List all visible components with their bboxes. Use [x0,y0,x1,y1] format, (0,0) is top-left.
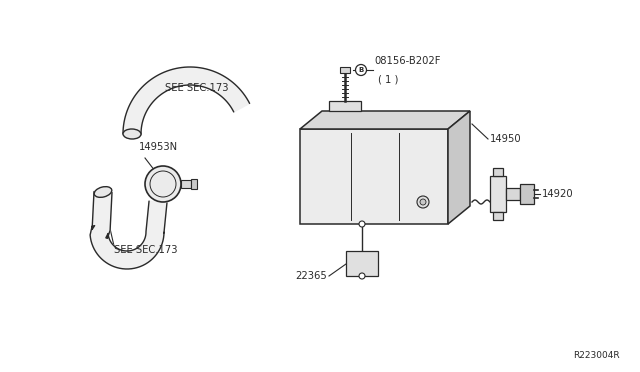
Ellipse shape [94,187,112,198]
Bar [490,176,506,212]
Ellipse shape [123,129,141,139]
Bar [506,188,520,200]
Text: 08156-B202F: 08156-B202F [374,56,440,66]
Circle shape [417,196,429,208]
Circle shape [359,221,365,227]
Polygon shape [123,67,250,134]
Text: 22365: 22365 [295,271,327,281]
Circle shape [359,273,365,279]
Text: 14953N: 14953N [138,142,177,152]
Text: ( 1 ): ( 1 ) [378,75,398,85]
Polygon shape [90,192,167,269]
Polygon shape [329,101,361,111]
Text: SEE SEC.173: SEE SEC.173 [165,83,228,93]
Bar [520,184,534,204]
Text: 14950: 14950 [490,134,522,144]
Text: 14920: 14920 [542,189,573,199]
Text: SEE SEC.173: SEE SEC.173 [114,245,177,255]
Polygon shape [300,111,470,129]
Bar [191,179,197,189]
Polygon shape [300,129,448,224]
Circle shape [355,64,367,76]
Text: R223004R: R223004R [573,351,620,360]
Bar [493,212,503,220]
Text: B: B [358,67,364,73]
Bar [346,251,378,276]
Polygon shape [448,111,470,224]
Bar [493,168,503,176]
Bar [340,67,350,73]
Circle shape [420,199,426,205]
Circle shape [145,166,181,202]
Bar [181,180,191,188]
